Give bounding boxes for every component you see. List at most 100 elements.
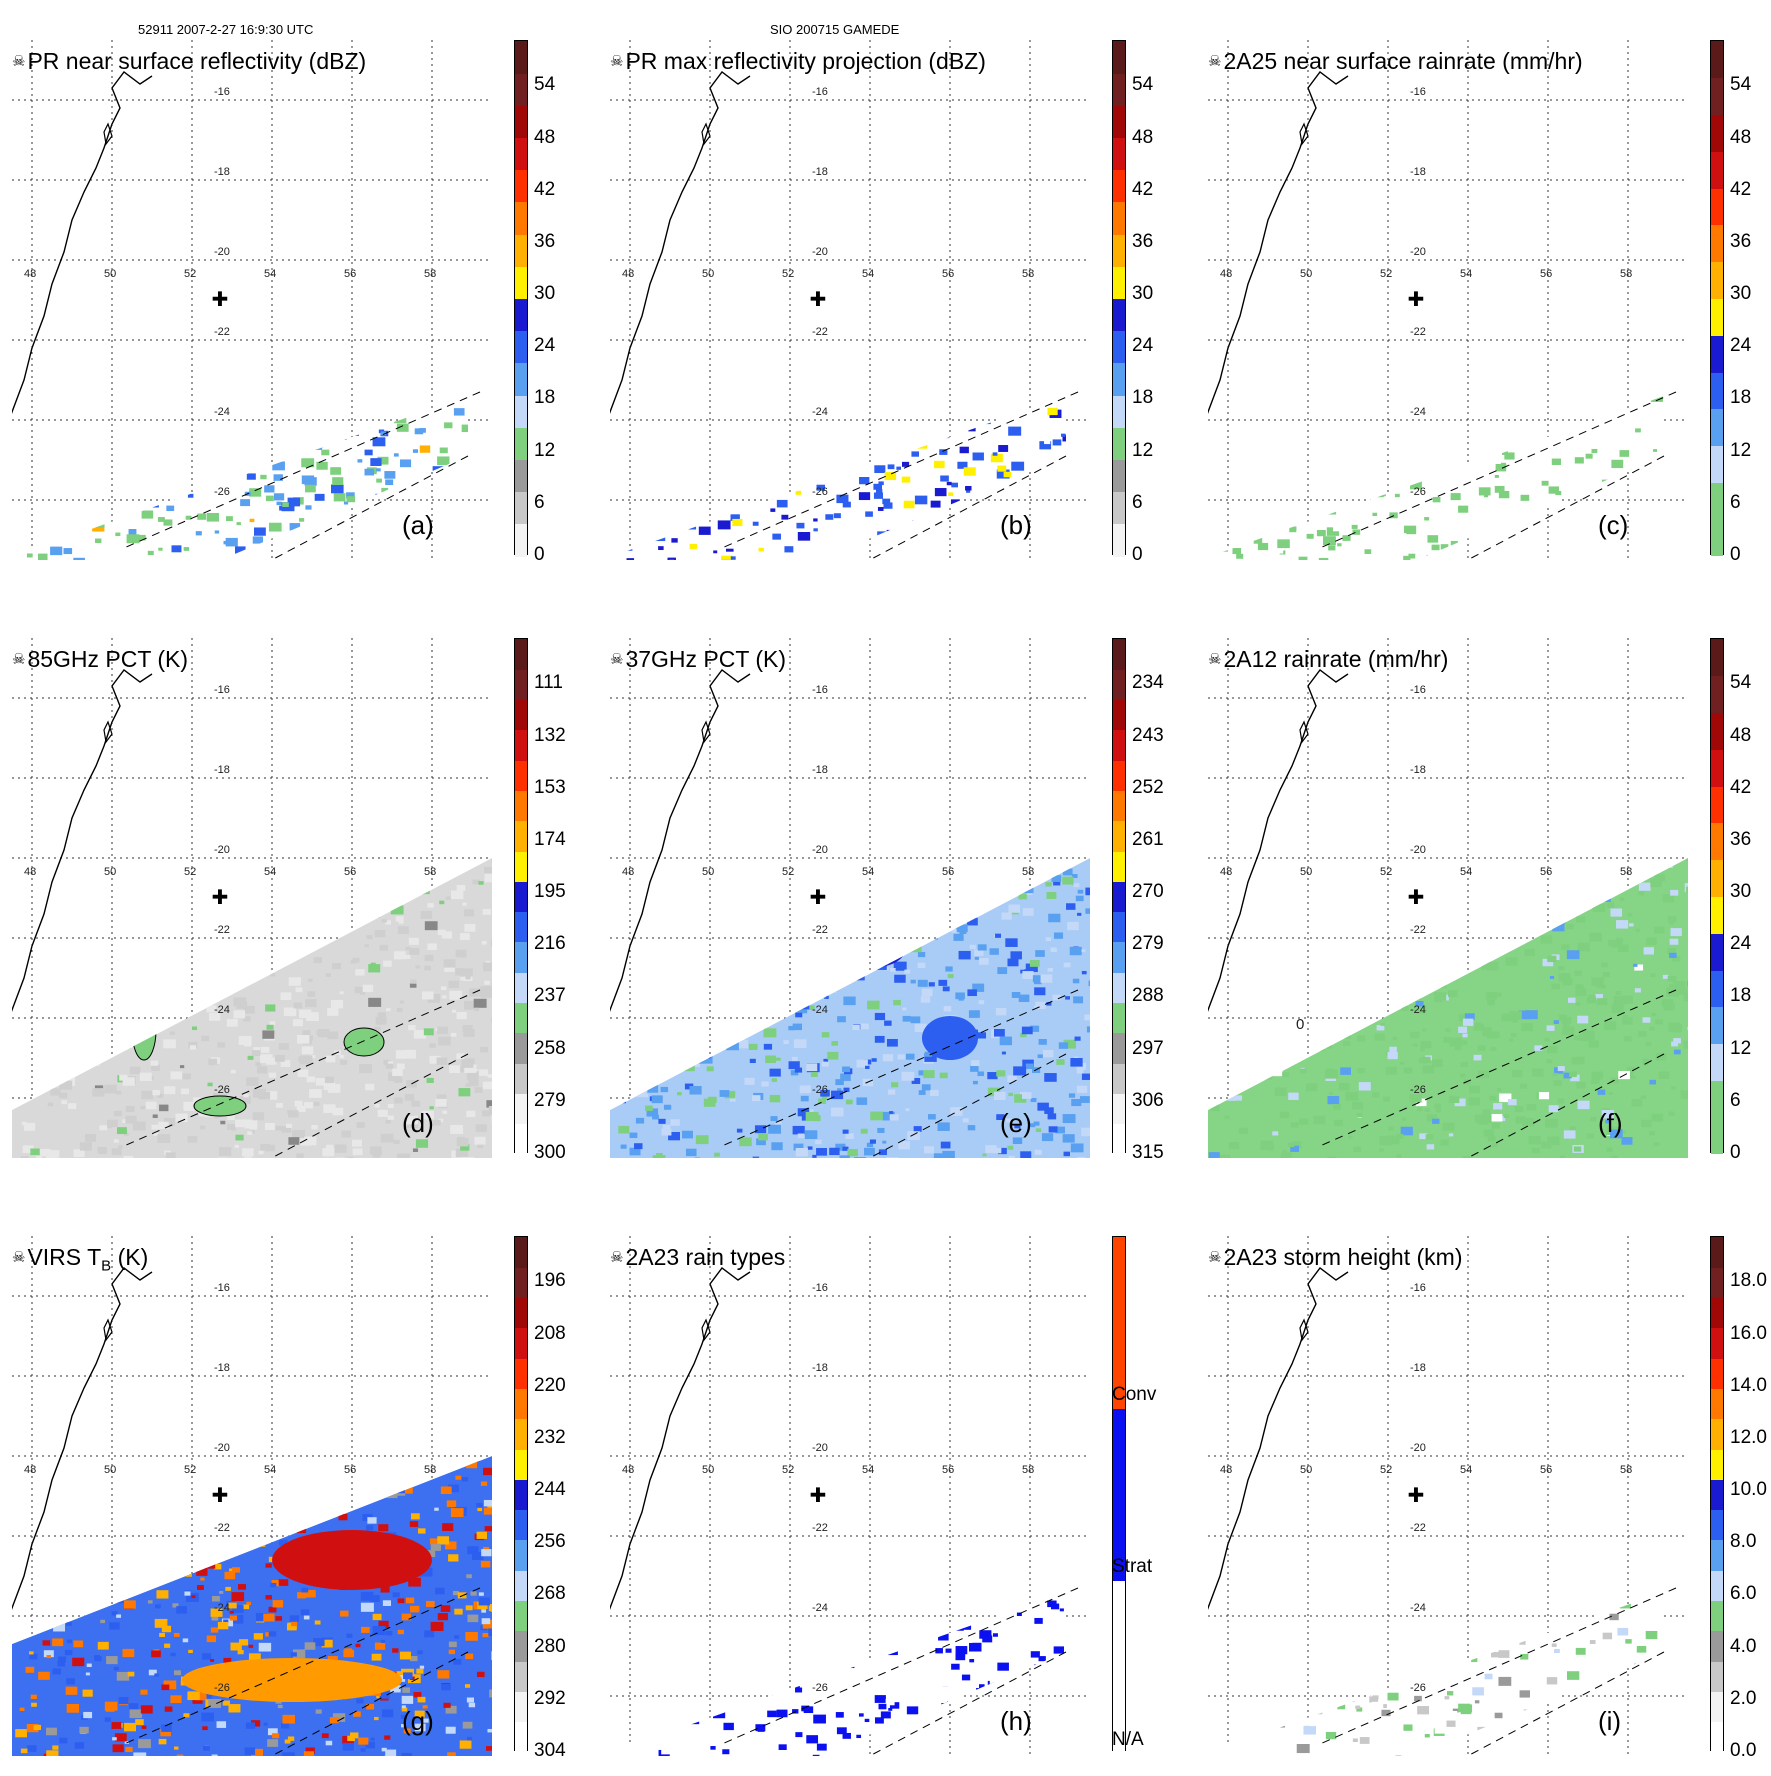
rain-pixel [1645,475,1652,480]
rain-pixel [266,824,276,831]
rain-pixel [1609,486,1616,491]
rain-pixel [770,1095,781,1102]
rain-pixel [104,1085,116,1094]
rain-pixel [199,942,204,946]
rain-pixel [1261,360,1271,367]
rain-pixel [400,1001,404,1004]
rain-pixel [677,1092,682,1095]
rain-pixel [1216,544,1228,552]
rain-pixel [808,1146,813,1149]
rain-pixel [617,1035,625,1041]
rain-pixel [117,1127,127,1134]
rain-pixel [1317,530,1326,536]
rain-pixel [1084,265,1088,268]
rain-pixel [1251,201,1262,209]
colorbar-segment [1113,202,1125,235]
rain-pixel [373,243,378,246]
rain-pixel [461,505,468,510]
rain-pixel [998,445,1008,452]
rain-pixel [272,461,285,470]
rain-pixel [834,513,841,518]
rain-pixel [953,658,964,665]
rain-pixel [883,533,895,542]
rain-pixel [1086,417,1090,424]
rain-pixel [681,172,686,175]
rain-pixel [95,539,101,543]
rain-pixel [631,964,641,971]
rain-pixel [1579,517,1591,525]
rain-pixel [910,235,918,241]
rain-pixel [16,710,25,716]
rain-pixel [617,474,630,483]
rain-pixel [739,250,750,258]
rain-pixel [185,894,190,897]
rain-pixel [1036,737,1045,744]
colorbar-tick-label: 24 [534,335,555,357]
rain-pixel [411,275,419,281]
rain-pixel [453,672,465,680]
rain-pixel [369,113,375,117]
rain-pixel [1007,959,1018,967]
rain-pixel [1403,556,1410,560]
storm-center-marker: ✚ [810,287,827,311]
rain-pixel [843,997,855,1006]
rain-pixel [712,971,719,976]
rain-pixel [160,732,165,736]
rain-pixel [748,281,754,285]
rain-pixel [736,748,743,753]
rain-pixel [1039,152,1046,157]
rain-pixel [326,1145,333,1150]
rain-pixel [474,1137,485,1145]
rain-pixel [1589,281,1596,286]
rain-pixel [859,477,869,484]
rain-pixel [1358,349,1364,353]
rain-pixel [368,317,377,323]
rain-pixel [80,248,90,255]
rain-pixel [423,546,435,554]
colorbar-tick-label: 42 [1730,179,1751,201]
colorbar-tick-label: 0 [1730,544,1741,566]
rain-pixel [1684,263,1688,269]
rain-pixel [472,639,483,647]
rain-pixel [796,326,802,330]
rain-pixel [1041,860,1047,864]
rain-pixel [339,186,351,194]
rain-pixel [319,911,327,917]
rain-pixel [394,951,406,959]
rain-pixel [1265,498,1274,505]
rain-pixel [1085,356,1089,359]
rain-pixel [188,424,198,431]
rain-pixel [445,827,456,835]
rain-pixel [793,397,797,400]
rain-pixel [790,120,798,125]
rain-pixel [287,387,297,394]
rain-pixel [134,920,145,928]
rain-pixel [304,1137,316,1146]
rain-pixel [146,1102,157,1110]
latitude-label: -16 [214,86,230,98]
rain-pixel [127,907,138,915]
rain-pixel [412,373,420,378]
rain-pixel [188,774,198,781]
colorbar-segment [1113,138,1125,171]
rain-pixel [1037,118,1048,126]
rain-pixel [616,372,626,379]
rain-pixel [423,148,432,154]
rain-pixel [461,968,472,976]
rain-pixel [756,292,768,300]
rain-pixel [942,666,952,673]
rain-pixel [721,453,730,459]
rain-pixel [827,1052,838,1060]
rain-pixel [940,1073,948,1079]
rain-pixel [220,712,228,717]
rain-pixel [394,1098,402,1104]
rain-pixel [1060,326,1073,335]
rain-pixel [1544,341,1555,348]
rain-pixel [1681,195,1688,201]
rain-pixel [360,133,373,142]
rain-pixel [109,851,117,857]
rain-pixel [297,727,306,733]
rain-pixel [1262,411,1267,414]
rain-pixel [1360,258,1368,264]
rain-pixel [769,418,779,425]
